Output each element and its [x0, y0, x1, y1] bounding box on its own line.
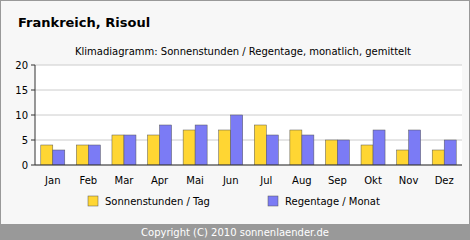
- bar: [302, 135, 314, 165]
- bar: [112, 135, 124, 165]
- bar: [148, 135, 160, 165]
- tick: [31, 140, 35, 141]
- grid-line: [35, 65, 462, 66]
- subtitle: Klimadiagramm: Sonnenstunden / Regentage…: [75, 46, 411, 57]
- category-label: Feb: [80, 175, 98, 186]
- bar: [290, 130, 302, 165]
- bar: [409, 130, 421, 165]
- bar: [124, 135, 136, 165]
- tick: [31, 165, 35, 166]
- category-label: Apr: [151, 175, 169, 186]
- bar: [361, 145, 373, 165]
- grid-line: [35, 140, 462, 141]
- chart: Frankreich, Risoul Klimadiagramm: Sonnens…: [0, 0, 470, 240]
- category-label: Nov: [399, 175, 419, 186]
- category-label: Okt: [364, 175, 382, 186]
- bar: [160, 125, 172, 165]
- legend-swatch: [88, 196, 98, 206]
- bar: [76, 145, 88, 165]
- legend-label: Sonnenstunden / Tag: [105, 196, 210, 207]
- title: Frankreich, Risoul: [18, 15, 150, 30]
- bar: [337, 140, 349, 165]
- tick: [31, 65, 35, 66]
- grid-line: [35, 115, 462, 116]
- y-axis: [35, 65, 36, 165]
- x-axis: [35, 165, 462, 166]
- bar: [325, 140, 337, 165]
- bar: [266, 135, 278, 165]
- grid-line: [35, 165, 462, 166]
- tick-label: 15: [15, 85, 28, 96]
- bar: [183, 130, 195, 165]
- bar: [432, 150, 444, 165]
- category-label: Dez: [435, 175, 454, 186]
- tick-label: 0: [22, 160, 28, 171]
- category-label: Sep: [328, 175, 347, 186]
- category-label: Jul: [259, 175, 272, 186]
- category-label: Aug: [292, 175, 312, 186]
- bar: [254, 125, 266, 165]
- tick: [31, 90, 35, 91]
- bar: [231, 115, 243, 165]
- background: [1, 1, 470, 240]
- tick: [31, 115, 35, 116]
- tick-label: 5: [22, 135, 28, 146]
- bar: [397, 150, 409, 165]
- category-label: Mai: [186, 175, 204, 186]
- footer: Copyright (C) 2010 sonnenlaender.de: [141, 227, 329, 238]
- legend-swatch: [268, 196, 278, 206]
- bar: [41, 145, 53, 165]
- tick-label: 20: [15, 60, 28, 71]
- bar: [219, 130, 231, 165]
- category-label: Jan: [44, 175, 60, 186]
- category-label: Mar: [115, 175, 135, 186]
- plot-area: [35, 65, 462, 165]
- bar: [88, 145, 100, 165]
- bar: [444, 140, 456, 165]
- bar: [373, 130, 385, 165]
- category-label: Jun: [222, 175, 239, 186]
- bars: [41, 115, 456, 165]
- footer-bar: [1, 224, 469, 239]
- bar: [195, 125, 207, 165]
- legend-label: Regentage / Monat: [285, 196, 380, 207]
- grid-line: [35, 90, 462, 91]
- bar: [53, 150, 65, 165]
- tick-label: 10: [15, 110, 28, 121]
